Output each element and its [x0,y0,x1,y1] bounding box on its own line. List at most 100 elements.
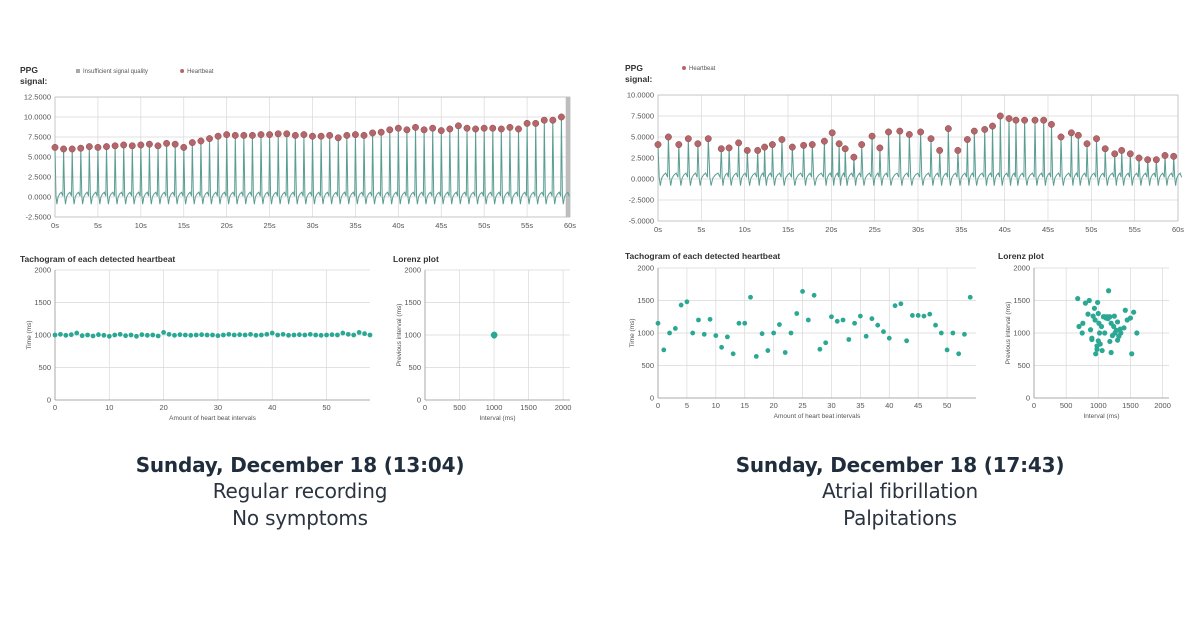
tachogram-point [345,331,351,337]
heartbeat-marker [309,132,316,140]
caption-date: Sunday, December 18 (13:04) [135,453,465,477]
heartbeat-marker [523,119,531,127]
heartbeat-marker [1118,146,1126,154]
tachogram-point [910,313,915,318]
x-tick-label: 35 [856,401,864,410]
x-tick-label: 0s [51,221,59,230]
x-tick-label: 50s [478,221,490,230]
heartbeat-marker [326,131,334,139]
heartbeat-marker [377,128,385,136]
heartbeat-marker [480,124,488,132]
lorenz-point [1092,317,1098,323]
heartbeat-marker [725,144,733,152]
lorenz-point [1117,326,1123,332]
tachogram-point [805,317,811,323]
caption-symptoms: Palpitations [843,506,957,530]
heartbeat-marker [1170,152,1178,160]
x-tick-label: 10 [712,401,720,410]
tachogram-point [204,332,210,338]
tachogram-point [672,326,678,331]
tachogram-point [335,332,340,338]
y-tick-label: 5.0000 [631,133,654,142]
y-axis-label: Time (ms) [629,318,636,347]
heartbeat-marker [223,131,231,139]
tachogram-point [237,332,243,338]
heartbeat-marker [188,139,196,147]
tachogram-point [748,294,753,300]
heartbeat-marker [386,126,394,134]
x-tick-label: 5s [697,225,705,234]
heartbeat-marker [257,131,265,139]
tachogram-point [302,332,308,338]
x-tick-label: 5s [94,221,102,230]
x-tick-label: 10 [105,403,113,412]
tachogram-point [324,332,329,338]
tachogram-point [101,332,107,338]
x-tick-label: 5 [685,401,689,410]
heartbeat-marker [180,143,188,151]
heartbeat-marker [1083,140,1091,148]
x-tick-label: 0 [53,403,57,412]
heartbeat-marker [163,139,171,147]
heartbeat-marker [300,131,308,139]
chart-title: Tachogram of each detected heartbeat [20,254,175,264]
y-tick-label: 0 [47,396,51,405]
panel-afib: PPG signal: Heartbeat -5.0000 -2.5000 0.0000 2… [600,0,1200,628]
tachogram-point [351,332,357,338]
tachogram-point [886,335,892,341]
heartbeat-marker [120,141,128,149]
tachogram-point [690,330,696,336]
tachogram-point [258,332,264,338]
tachogram-point [736,320,742,326]
tachogram-point [777,322,782,327]
heartbeat-marker [214,132,222,140]
lorenz-point [1087,327,1094,333]
tachogram-point [112,332,118,338]
lorenz-point [1080,320,1086,326]
lorenz-point [1076,323,1082,330]
lorenz-point [1131,309,1137,315]
heartbeat-marker [868,132,876,140]
x-axis-label: Amount of heart beat intervals [774,413,861,420]
heartbeat-marker [1074,131,1082,139]
tachogram-point [231,332,237,338]
tachogram-point [724,334,730,340]
tachogram-point [719,344,724,350]
tachogram-point [678,302,684,308]
heartbeat-marker [463,124,471,132]
lorenz-point [1079,330,1085,336]
y-tick-label: 0.0000 [28,193,51,202]
tachogram-point [938,330,944,336]
tachogram-point [139,332,145,338]
lorenz-point [1116,333,1122,339]
y-axis-label: Previous interval (ms) [1005,302,1012,365]
tachogram-point [863,333,869,339]
heartbeat-marker [334,134,342,142]
tachogram-point [817,346,823,352]
x-tick-label: 40s [392,221,404,230]
heartbeat-marker [820,137,828,145]
tachogram-point [307,331,313,337]
x-tick-label: 10s [135,221,147,230]
chart-title: signal: [20,76,48,86]
x-tick-label: 0 [423,403,427,412]
tachogram-point [753,354,759,359]
heartbeat-marker [1093,135,1100,143]
heartbeat-marker [1040,116,1048,124]
heartbeat-marker [171,140,179,148]
tachogram-point [275,332,281,338]
tachogram-point [96,332,101,338]
heartbeat-marker [828,129,836,137]
x-tick-label: 55s [1129,225,1141,234]
tachogram-point [220,332,226,338]
lorenz-chart-regular: Lorenz plot 0 500 1000 1500 2000 0 500 1000 1500 2… [393,254,571,422]
heartbeat-marker [1101,145,1109,153]
tachogram-point [362,331,367,337]
y-tick-label: 7.5000 [631,112,654,121]
heartbeat-marker [885,128,892,136]
heartbeat-marker [472,125,480,133]
y-tick-label: 5.0000 [28,153,51,162]
lorenz-point [1095,310,1101,317]
